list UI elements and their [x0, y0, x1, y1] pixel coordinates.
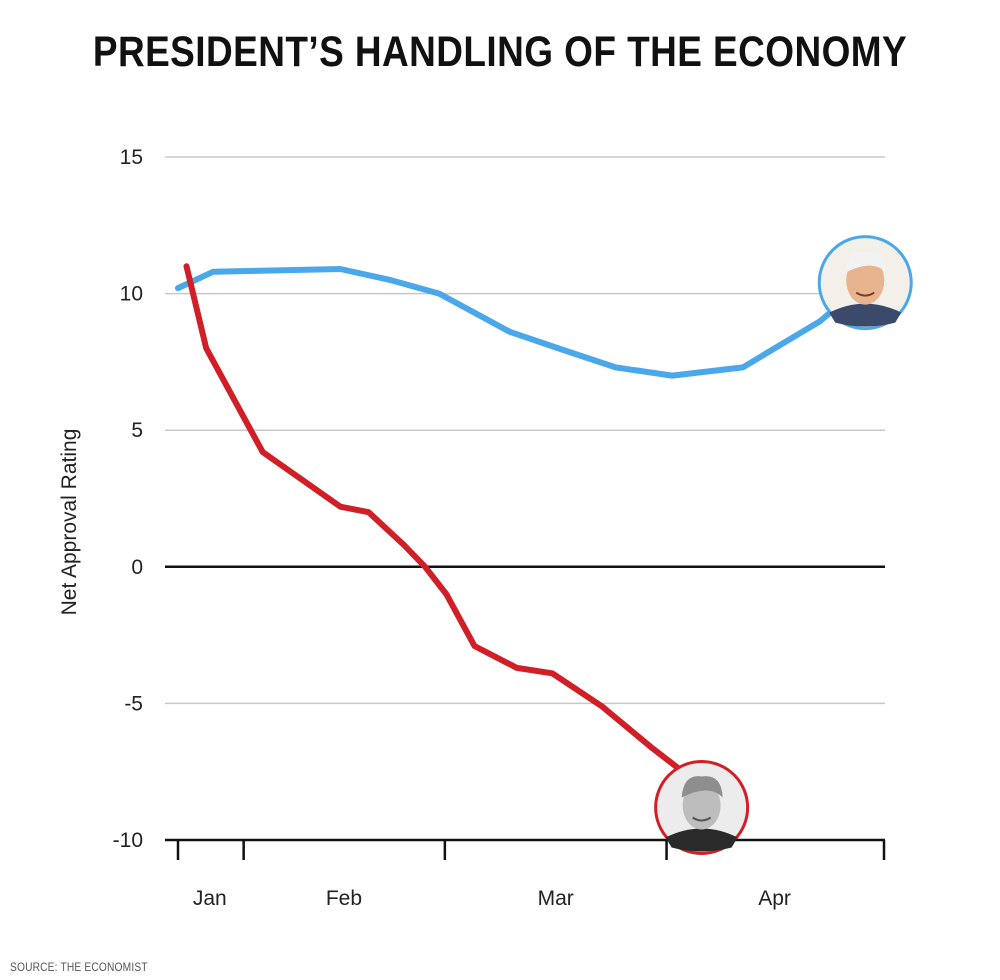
- source-note: SOURCE: THE ECONOMIST: [10, 960, 148, 974]
- trump-photo-icon: [654, 759, 750, 855]
- series-avatars: [654, 235, 913, 855]
- series-line-0: [175, 266, 856, 379]
- y-axis-ticks: 15 10 5 0 -5 -10: [113, 146, 143, 852]
- x-tick-label: Jan: [193, 887, 227, 910]
- x-tick-label: Mar: [538, 887, 574, 910]
- y-tick-label: 15: [120, 146, 143, 169]
- y-tick-label: -10: [113, 829, 143, 852]
- x-tick-label: Feb: [326, 887, 362, 910]
- y-tick-label: 10: [120, 283, 143, 306]
- series-lines: [175, 263, 856, 808]
- x-axis: Jan Feb Mar Apr: [176, 840, 886, 910]
- chart-title: PRESIDENT’S HANDLING OF THE ECONOMY: [92, 28, 908, 76]
- y-tick-label: -5: [124, 692, 143, 715]
- series-line-1: [183, 263, 725, 808]
- x-tick-label: Apr: [758, 887, 791, 910]
- y-axis-label: Net Approval Rating: [58, 429, 81, 616]
- y-tick-label: 5: [131, 419, 143, 442]
- y-tick-label: 0: [131, 556, 143, 579]
- biden-photo-icon: [817, 235, 913, 331]
- gridlines: [165, 156, 885, 842]
